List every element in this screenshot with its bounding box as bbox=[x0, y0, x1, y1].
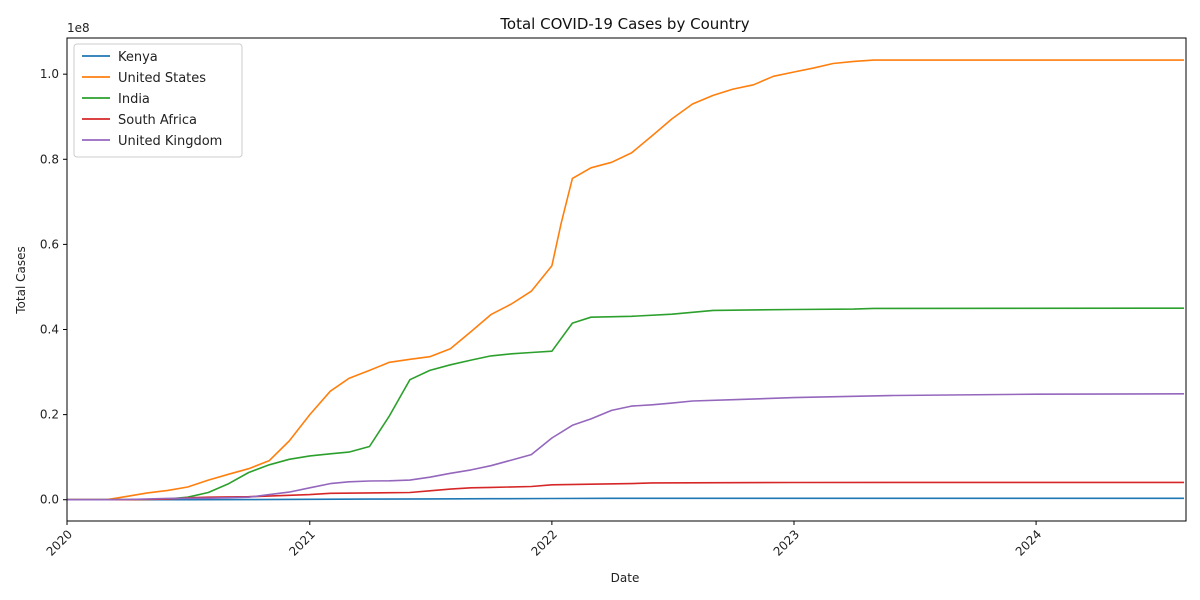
legend-label: Kenya bbox=[118, 50, 158, 65]
legend: Kenya United States India South Africa Unite… bbox=[73, 43, 243, 158]
y-tick-label: 0.0 bbox=[40, 493, 59, 507]
y-tick-label: 0.4 bbox=[40, 323, 59, 337]
legend-label: United States bbox=[118, 71, 206, 86]
y-tick-label: 0.6 bbox=[40, 237, 59, 251]
y-axis-title: Total Cases bbox=[14, 246, 28, 314]
chart-title: Total COVID-19 Cases by Country bbox=[499, 15, 749, 33]
series-layer bbox=[67, 59, 1185, 501]
series-line-kenya bbox=[67, 497, 1184, 501]
series-line-india bbox=[67, 307, 1185, 501]
y-tick-label: 0.8 bbox=[40, 152, 59, 166]
legend-box bbox=[73, 43, 243, 158]
legend-label: United Kingdom bbox=[118, 134, 222, 149]
y-axis: 0.0 0.2 0.4 0.6 0.8 1.0 bbox=[40, 67, 67, 507]
y-tick-label: 0.2 bbox=[40, 408, 59, 422]
y-tick-label: 1.0 bbox=[40, 67, 59, 81]
y-scale-label: 1e8 bbox=[67, 21, 90, 35]
plot-frame bbox=[66, 37, 1187, 522]
x-axis-title: Date bbox=[611, 571, 640, 585]
legend-label: South Africa bbox=[118, 113, 197, 128]
series-line-united-kingdom bbox=[67, 393, 1185, 501]
series-line-united-states bbox=[67, 59, 1184, 501]
legend-label: India bbox=[118, 92, 150, 107]
